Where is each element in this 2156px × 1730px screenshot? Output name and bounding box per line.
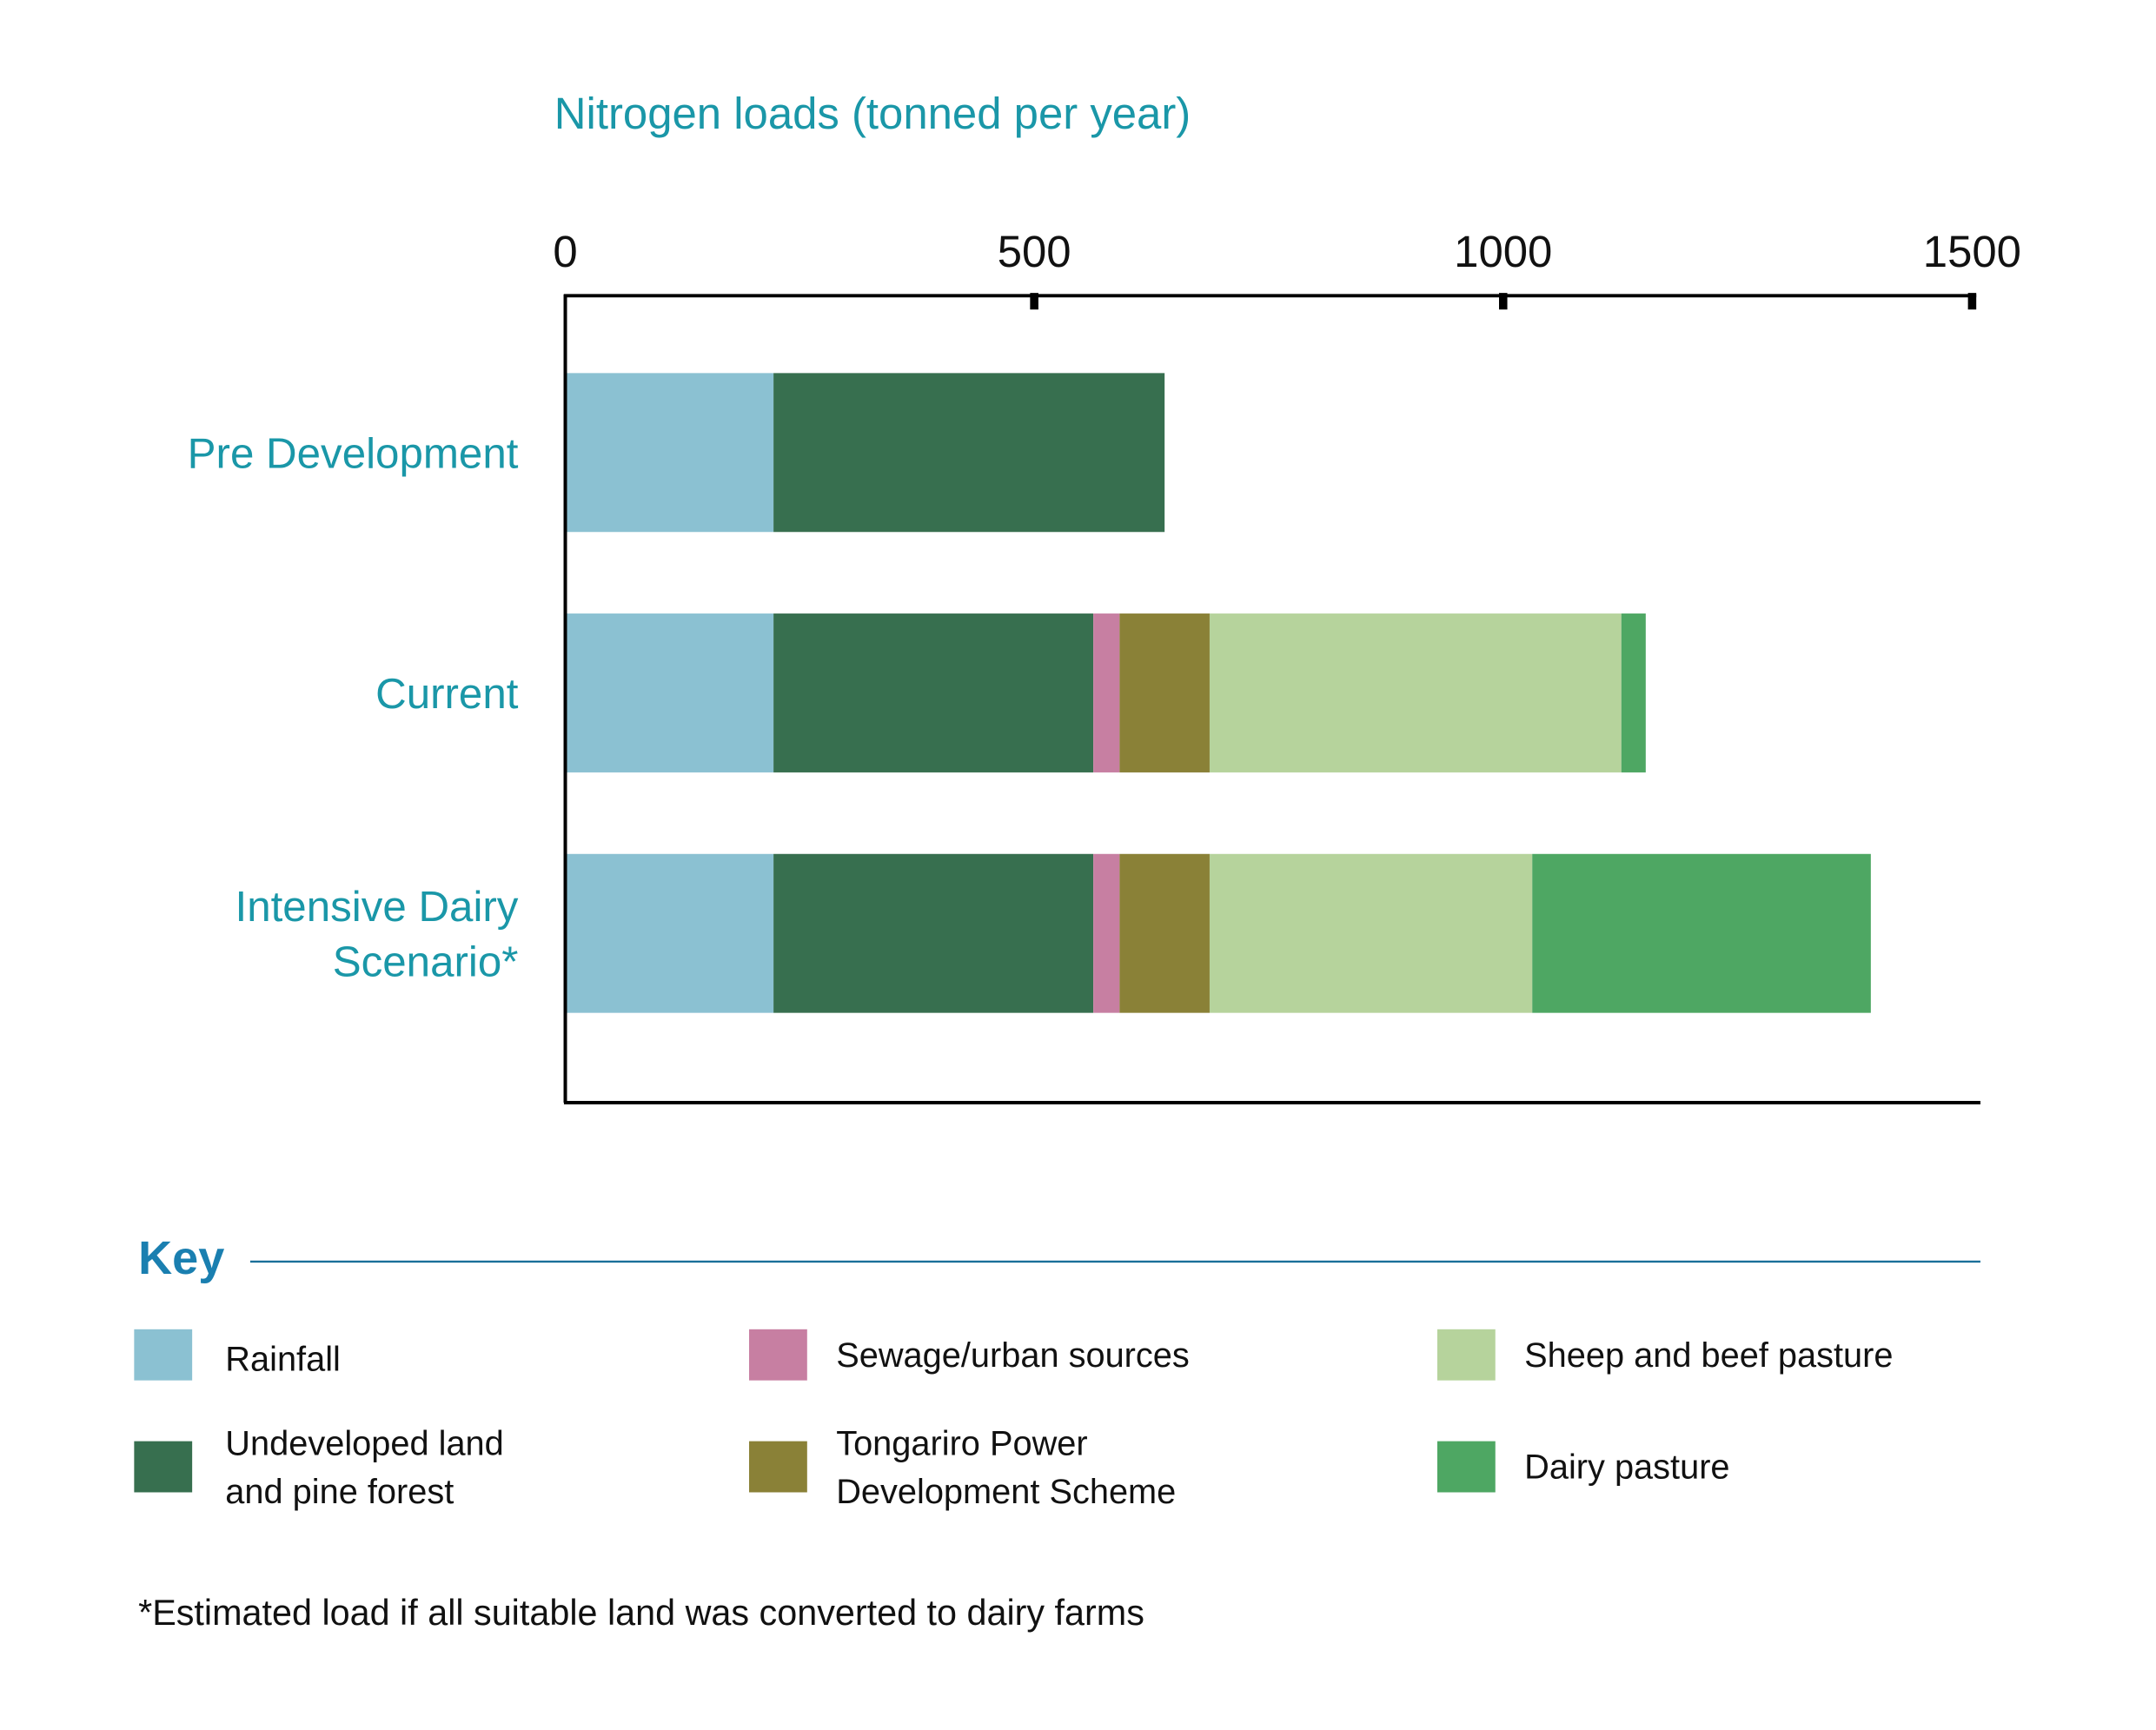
category-label: Intensive Dairy	[236, 883, 519, 931]
legend: Rainfall Undeveloped land and pine forest S…	[134, 1329, 1893, 1511]
legend-swatch	[1436, 1441, 1496, 1493]
bar-segment-tongariro-power-development-scheme	[1119, 613, 1210, 772]
x-tick-mark	[1498, 293, 1508, 310]
legend-title: Key	[138, 1232, 224, 1284]
bar-segment-dairy-pasture	[1621, 613, 1646, 772]
legend-swatch	[749, 1329, 807, 1381]
x-tick-mark	[1030, 293, 1038, 310]
bar-segment-sheep-and-beef-pasture	[1209, 853, 1533, 1013]
x-tick-label: 0	[553, 227, 577, 276]
category-label: Current	[375, 670, 519, 718]
bar-segment-sheep-and-beef-pasture	[1209, 613, 1622, 772]
bars	[565, 373, 1871, 1013]
x-tick-label: 1000	[1454, 227, 1552, 276]
category-label: Scenario*	[333, 938, 519, 986]
legend-label: Undeveloped land	[225, 1425, 503, 1463]
bar-segment-rainfall	[565, 853, 774, 1013]
category-label: Pre Development	[188, 429, 519, 477]
legend-label: Rainfall	[225, 1341, 341, 1379]
bar-segment-tongariro-power-development-scheme	[1119, 853, 1210, 1013]
legend-label: Development Scheme	[836, 1473, 1176, 1511]
x-tick-mark	[1967, 293, 1977, 310]
legend-swatch	[1436, 1329, 1496, 1381]
category-labels: Pre Development Current Intensive Dairy Sce…	[188, 429, 519, 985]
bar-segment-dairy-pasture	[1532, 853, 1871, 1013]
bar-segment-undeveloped-land-and-pine-forest	[773, 613, 1094, 772]
legend-swatch	[134, 1441, 193, 1493]
chart-title: Nitrogen loads (tonned per year)	[554, 89, 1191, 138]
bar-segment-undeveloped-land-and-pine-forest	[773, 373, 1165, 533]
legend-label: Sewage/urban sources	[836, 1336, 1190, 1375]
legend-label: Sheep and beef pasture	[1524, 1336, 1893, 1375]
bar-segment-undeveloped-land-and-pine-forest	[773, 853, 1094, 1013]
bar-segment-sewage-urban-sources	[1093, 613, 1120, 772]
bar-segment-sewage-urban-sources	[1093, 853, 1120, 1013]
bar-segment-rainfall	[565, 613, 774, 772]
bar-segment-rainfall	[565, 373, 774, 533]
legend-swatch	[749, 1441, 807, 1493]
x-axis-ticks: 0 500 1000 1500	[553, 227, 2021, 310]
legend-label: and pine forest	[225, 1473, 454, 1511]
legend-label: Tongariro Power	[836, 1425, 1087, 1463]
legend-label: Dairy pasture	[1524, 1448, 1729, 1487]
legend-swatch	[134, 1329, 193, 1381]
footnote: *Estimated load if all suitable land was…	[138, 1593, 1144, 1633]
x-tick-label: 500	[998, 227, 1071, 276]
x-tick-label: 1500	[1923, 227, 2021, 276]
